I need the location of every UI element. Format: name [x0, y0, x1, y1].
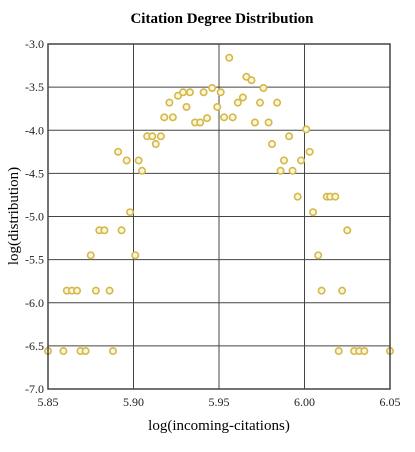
- data-point: [277, 168, 283, 174]
- data-point: [294, 193, 300, 199]
- y-tick-label: -3.0: [25, 37, 44, 51]
- data-point: [344, 227, 350, 233]
- data-point: [339, 287, 345, 293]
- data-point: [361, 348, 367, 354]
- data-point: [93, 287, 99, 293]
- chart-title: Citation Degree Distribution: [130, 11, 314, 27]
- x-tick-label: 6.00: [294, 395, 315, 409]
- data-point: [183, 104, 189, 110]
- data-point: [110, 348, 116, 354]
- data-point: [200, 89, 206, 95]
- data-point: [139, 168, 145, 174]
- data-point: [60, 348, 66, 354]
- data-point: [289, 168, 295, 174]
- y-tick-label: -5.0: [25, 210, 44, 224]
- data-point: [166, 99, 172, 105]
- data-point: [209, 85, 215, 91]
- data-point: [315, 252, 321, 258]
- data-point: [260, 85, 266, 91]
- y-tick-label: -7.0: [25, 382, 44, 396]
- data-point: [303, 126, 309, 132]
- data-point: [318, 287, 324, 293]
- data-point: [281, 157, 287, 163]
- data-point: [257, 99, 263, 105]
- data-point: [248, 77, 254, 83]
- y-tick-label: -4.0: [25, 123, 44, 137]
- data-point: [310, 209, 316, 215]
- data-point: [204, 115, 210, 121]
- data-point: [332, 193, 338, 199]
- data-point: [123, 157, 129, 163]
- data-point: [336, 348, 342, 354]
- data-point: [286, 133, 292, 139]
- y-tick-label: -4.5: [25, 166, 44, 180]
- x-tick-labels: 5.85 5.90 5.95 6.00 6.05: [38, 395, 401, 409]
- data-point: [170, 114, 176, 120]
- data-point: [235, 99, 241, 105]
- data-point: [197, 119, 203, 125]
- data-point: [306, 149, 312, 155]
- data-point: [214, 104, 220, 110]
- data-point: [187, 89, 193, 95]
- data-point: [118, 227, 124, 233]
- data-point: [149, 133, 155, 139]
- y-tick-labels: -3.0 -3.5 -4.0 -4.5 -5.0 -5.5 -6.0 -6.5 -7.0: [25, 37, 44, 396]
- data-point: [221, 114, 227, 120]
- y-axis-label: log(distribution): [6, 167, 22, 265]
- x-tick-label: 6.05: [380, 395, 401, 409]
- data-point: [158, 133, 164, 139]
- data-point: [106, 287, 112, 293]
- data-point: [229, 114, 235, 120]
- data-point: [269, 141, 275, 147]
- data-point: [132, 252, 138, 258]
- data-point: [226, 55, 232, 61]
- data-point: [265, 119, 271, 125]
- y-tick-label: -5.5: [25, 253, 44, 267]
- data-point: [240, 94, 246, 100]
- data-point: [127, 209, 133, 215]
- data-point: [82, 348, 88, 354]
- y-tick-label: -6.0: [25, 296, 44, 310]
- data-point: [88, 252, 94, 258]
- data-point: [135, 157, 141, 163]
- data-point: [252, 119, 258, 125]
- data-point: [153, 141, 159, 147]
- data-point: [115, 149, 121, 155]
- data-point: [180, 89, 186, 95]
- data-point: [161, 114, 167, 120]
- x-tick-label: 5.85: [38, 395, 59, 409]
- x-tick-label: 5.95: [209, 395, 230, 409]
- x-axis-label: log(incoming-citations): [148, 418, 290, 434]
- data-point: [298, 157, 304, 163]
- data-point: [101, 227, 107, 233]
- data-point: [218, 89, 224, 95]
- y-tick-label: -3.5: [25, 80, 44, 94]
- data-point: [74, 287, 80, 293]
- data-point: [274, 99, 280, 105]
- y-tick-label: -6.5: [25, 339, 44, 353]
- x-tick-label: 5.90: [123, 395, 144, 409]
